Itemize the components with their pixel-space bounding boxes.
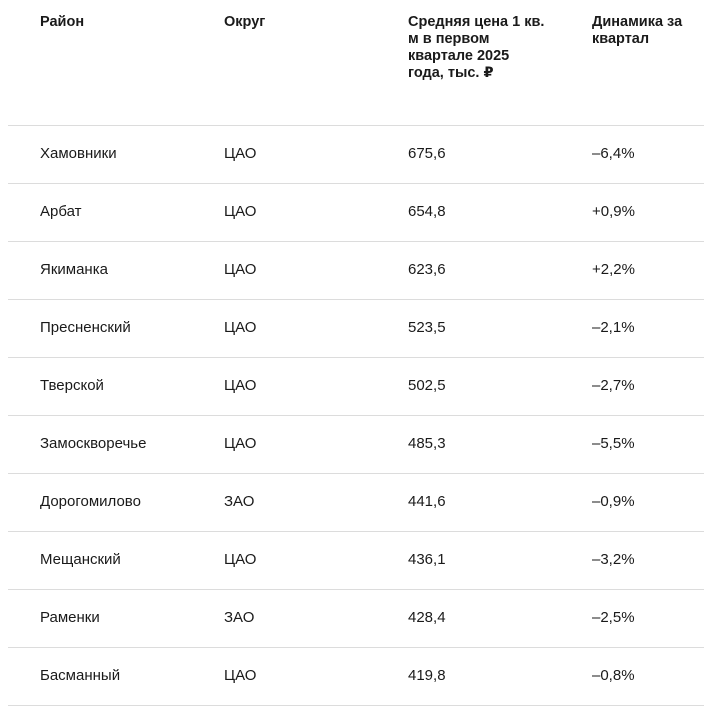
- cell-price: 502,5: [408, 377, 446, 394]
- cell-price: 436,1: [408, 551, 446, 568]
- table-row: Замоскворечье ЦАО 485,3 –5,5%: [8, 416, 704, 474]
- cell-price: 675,6: [408, 145, 446, 162]
- cell-dynamics: –6,4%: [592, 145, 635, 162]
- cell-district: Пресненский: [40, 319, 131, 336]
- cell-dynamics: –0,9%: [592, 493, 635, 510]
- cell-price: 441,6: [408, 493, 446, 510]
- cell-dynamics: –2,5%: [592, 609, 635, 626]
- cell-okrug: ЦАО: [224, 435, 257, 452]
- cell-dynamics: –0,8%: [592, 667, 635, 684]
- cell-okrug: ЦАО: [224, 319, 257, 336]
- cell-okrug: ЦАО: [224, 261, 257, 278]
- cell-district: Дорогомилово: [40, 493, 141, 510]
- cell-district: Басманный: [40, 667, 121, 684]
- header-district: Район: [40, 14, 85, 30]
- cell-price: 428,4: [408, 609, 446, 626]
- cell-district: Замоскворечье: [40, 435, 147, 452]
- table-row: Якиманка ЦАО 623,6 +2,2%: [8, 242, 704, 300]
- cell-district: Якиманка: [40, 261, 108, 278]
- table-row: Хамовники ЦАО 675,6 –6,4%: [8, 126, 704, 184]
- cell-price: 523,5: [408, 319, 446, 336]
- cell-okrug: ЦАО: [224, 145, 257, 162]
- table-row: Басманный ЦАО 419,8 –0,8%: [8, 648, 704, 706]
- cell-dynamics: –5,5%: [592, 435, 635, 452]
- cell-district: Арбат: [40, 203, 82, 220]
- cell-okrug: ЦАО: [224, 551, 257, 568]
- cell-okrug: ЦАО: [224, 377, 257, 394]
- cell-okrug: ЦАО: [224, 203, 257, 220]
- table-row: Раменки ЗАО 428,4 –2,5%: [8, 590, 704, 648]
- cell-district: Мещанский: [40, 551, 121, 568]
- cell-price: 485,3: [408, 435, 446, 452]
- table-row: Пресненский ЦАО 523,5 –2,1%: [8, 300, 704, 358]
- cell-dynamics: –2,1%: [592, 319, 635, 336]
- table-header: Район Округ Средняя цена 1 кв. м в перво…: [8, 0, 704, 126]
- cell-district: Хамовники: [40, 145, 117, 162]
- cell-district: Раменки: [40, 609, 100, 626]
- table-row: Арбат ЦАО 654,8 +0,9%: [8, 184, 704, 242]
- table-row: Мещанский ЦАО 436,1 –3,2%: [8, 532, 704, 590]
- table-row: Дорогомилово ЗАО 441,6 –0,9%: [8, 474, 704, 532]
- cell-okrug: ЗАО: [224, 493, 255, 510]
- cell-okrug: ЦАО: [224, 667, 257, 684]
- cell-dynamics: –3,2%: [592, 551, 635, 568]
- cell-okrug: ЗАО: [224, 609, 255, 626]
- header-dynamics: Динамика за квартал: [592, 14, 683, 47]
- cell-district: Тверской: [40, 377, 104, 394]
- cell-price: 654,8: [408, 203, 446, 220]
- cell-price: 623,6: [408, 261, 446, 278]
- cell-price: 419,8: [408, 667, 446, 684]
- header-okrug: Округ: [224, 14, 266, 30]
- header-price: Средняя цена 1 кв. м в первом квартале 2…: [408, 14, 545, 81]
- cell-dynamics: +0,9%: [592, 203, 635, 220]
- cell-dynamics: –2,7%: [592, 377, 635, 394]
- cell-dynamics: +2,2%: [592, 261, 635, 278]
- table-row: Тверской ЦАО 502,5 –2,7%: [8, 358, 704, 416]
